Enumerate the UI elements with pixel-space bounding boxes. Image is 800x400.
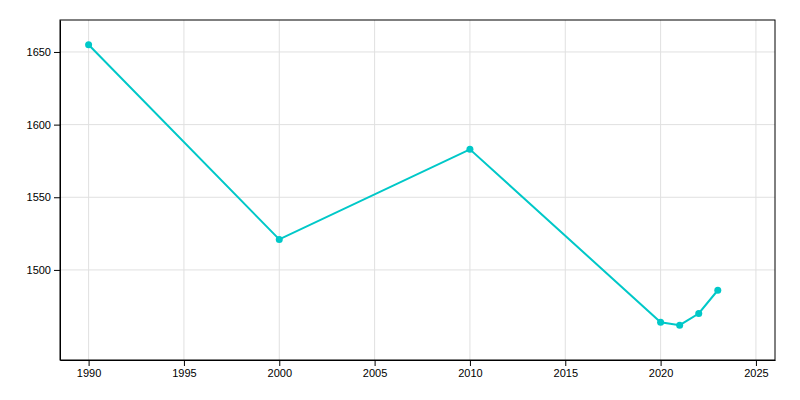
point (276, 236, 283, 243)
tick: 2005 (363, 360, 387, 379)
tick: 1990 (77, 360, 101, 379)
marks (85, 41, 721, 328)
grid-line (660, 20, 661, 360)
tick: 2000 (268, 360, 292, 379)
plot-frame (60, 20, 775, 360)
tick-mark (54, 197, 60, 198)
tick-mark (279, 360, 280, 366)
grid-line (565, 20, 566, 360)
tick-label: 2025 (744, 367, 768, 379)
tick-mark (756, 360, 757, 366)
grid-line (374, 20, 375, 360)
grid-line (183, 20, 184, 360)
line (89, 45, 718, 325)
tick: 1995 (172, 360, 196, 379)
grid-line (755, 20, 756, 360)
x-axis: 1990 1995 2000 2005 2010 2015 2020 2025 (61, 360, 776, 379)
point (714, 287, 721, 294)
tick-label: 1550 (27, 191, 51, 203)
tick: 2010 (458, 360, 482, 379)
point (695, 310, 702, 317)
tick: 1650 (27, 46, 60, 58)
point (466, 146, 473, 153)
tick-mark (565, 360, 566, 366)
grid-line (60, 197, 775, 198)
axis-line (60, 21, 61, 361)
tick-mark (54, 125, 60, 126)
tick: 2015 (554, 360, 578, 379)
tick: 2025 (744, 360, 768, 379)
grid-line (60, 51, 775, 52)
tick-label: 1990 (77, 367, 101, 379)
point (676, 322, 683, 329)
axis-line (61, 360, 776, 361)
tick-label: 2010 (458, 367, 482, 379)
tick-label: 1500 (27, 264, 51, 276)
tick-mark (184, 360, 185, 366)
grid (60, 20, 775, 360)
tick: 2020 (649, 360, 673, 379)
tick-mark (470, 360, 471, 366)
tick-label: 2005 (363, 367, 387, 379)
tick-mark (54, 270, 60, 271)
point (657, 319, 664, 326)
tick: 1500 (27, 264, 60, 276)
grid-line (88, 20, 89, 360)
tick-label: 2015 (554, 367, 578, 379)
y-axis: 1500 1550 1600 1650 (27, 21, 61, 361)
tick-mark (54, 52, 60, 53)
tick-label: 2000 (268, 367, 292, 379)
plot: 1990 1995 2000 2005 2010 2015 2020 2025 1500 1550… (27, 20, 776, 379)
chart: 1990 1995 2000 2005 2010 2015 2020 2025 1500 1550… (0, 0, 800, 400)
tick-label: 1600 (27, 119, 51, 131)
tick-mark (89, 360, 90, 366)
tick-label: 1650 (27, 46, 51, 58)
grid-line (60, 269, 775, 270)
point (85, 41, 92, 48)
tick-mark (375, 360, 376, 366)
tick: 1550 (27, 191, 60, 203)
tick-label: 1995 (172, 367, 196, 379)
grid-line (279, 20, 280, 360)
tick-label: 2020 (649, 367, 673, 379)
tick-mark (661, 360, 662, 366)
grid-line (469, 20, 470, 360)
tick: 1600 (27, 119, 60, 131)
